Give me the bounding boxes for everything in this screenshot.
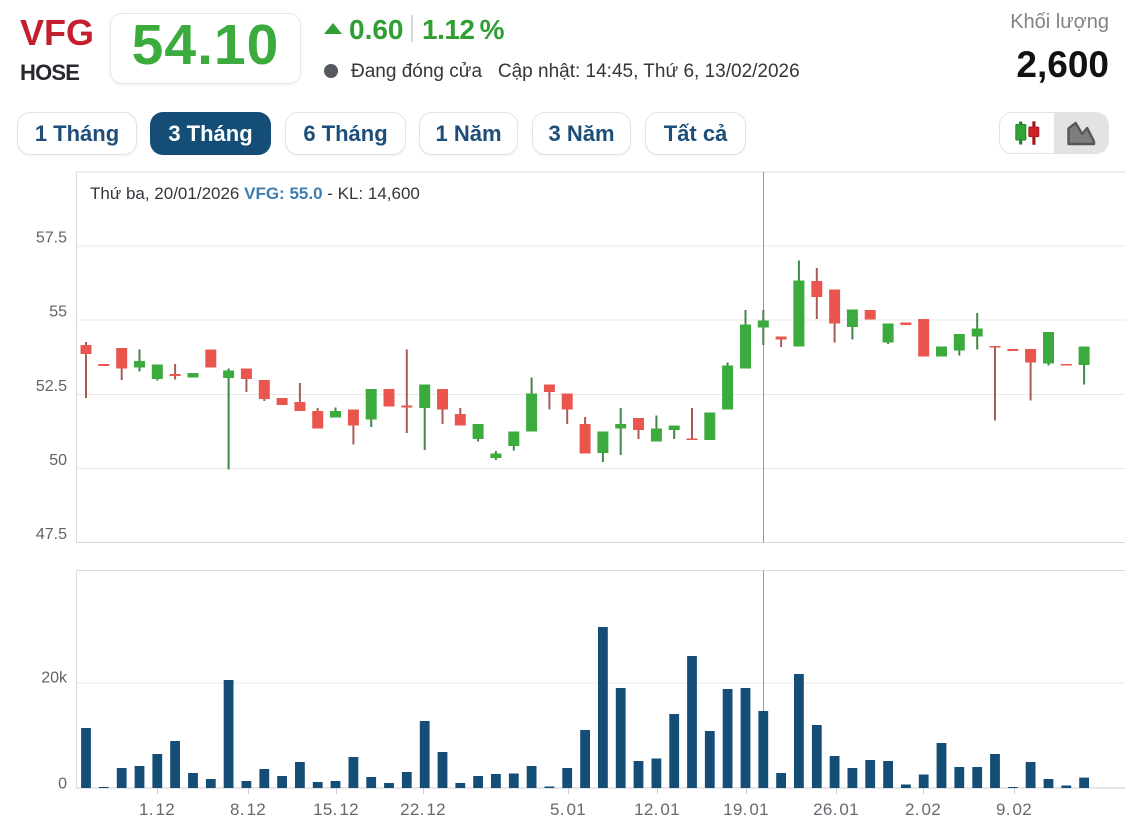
svg-text:12. 01: 12. 01 — [634, 800, 680, 819]
svg-text:15. 12: 15. 12 — [313, 800, 359, 819]
svg-text:5. 01: 5. 01 — [550, 800, 586, 819]
svg-text:9. 02: 9. 02 — [996, 800, 1032, 819]
svg-text:50: 50 — [49, 452, 67, 469]
svg-text:19. 01: 19. 01 — [723, 800, 769, 819]
svg-text:26. 01: 26. 01 — [813, 800, 859, 819]
svg-text:0: 0 — [58, 776, 67, 793]
svg-text:8. 12: 8. 12 — [230, 800, 266, 819]
svg-text:47.5: 47.5 — [36, 526, 67, 543]
svg-text:55: 55 — [49, 304, 67, 321]
svg-text:57.5: 57.5 — [36, 230, 67, 247]
svg-text:20k: 20k — [41, 670, 68, 687]
svg-text:1. 12: 1. 12 — [139, 800, 175, 819]
svg-text:22. 12: 22. 12 — [400, 800, 446, 819]
svg-text:2. 02: 2. 02 — [905, 800, 941, 819]
svg-text:52.5: 52.5 — [36, 378, 67, 395]
